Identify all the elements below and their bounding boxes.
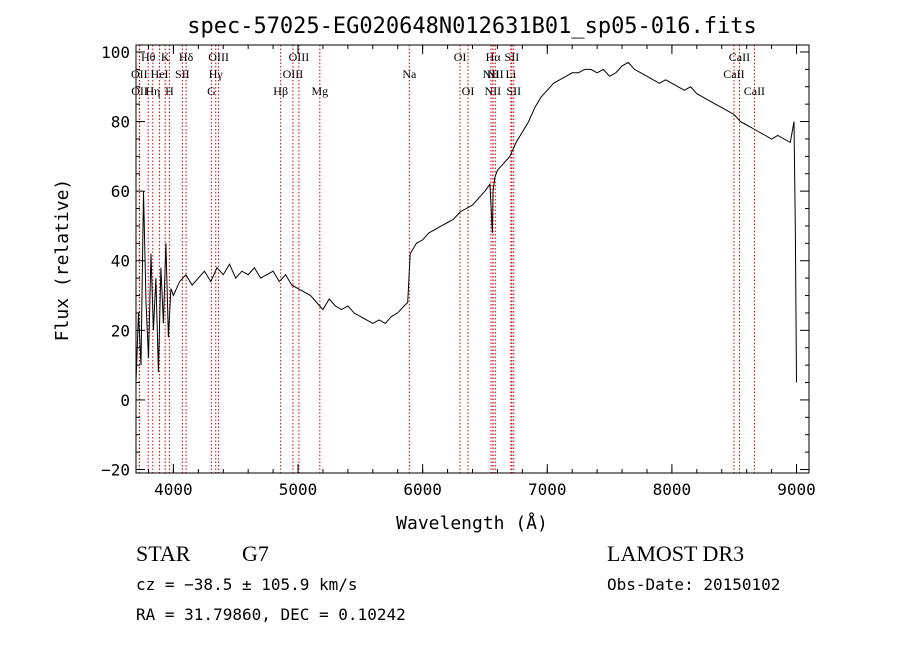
x-tick-label: 5000 (279, 480, 318, 499)
spectrum-line (135, 61, 797, 383)
spectral-line-label: Na (402, 67, 417, 81)
y-tick-label: 60 (111, 182, 130, 201)
observation-date: Obs-Date: 20150102 (607, 575, 780, 594)
y-tick-label: 20 (111, 321, 130, 340)
spectral-line-label: HeI (151, 67, 169, 81)
x-tick-label: 4000 (154, 480, 193, 499)
y-tick-label: 40 (111, 252, 130, 271)
object-subclass: G7 (242, 541, 269, 566)
spectral-line-label: OIII (289, 50, 310, 64)
x-axis: 4000 5000 6000 7000 8000 9000 (147, 45, 816, 499)
spectral-line-label: Hβ (273, 84, 288, 98)
spectral-line-label: NII (484, 84, 501, 98)
y-tick-label: −20 (101, 461, 130, 480)
y-tick-label: 0 (120, 391, 130, 410)
x-tick-label: 7000 (528, 480, 567, 499)
spectral-line-label: NII (487, 67, 504, 81)
spectral-line-label: CaII (729, 50, 750, 64)
spectral-line-label: SII (506, 84, 521, 98)
spectral-line-label: OI (462, 84, 475, 98)
spectral-line-label: CaII (744, 84, 765, 98)
spectral-line-labels: OIIOIIHθHηHeIKHSIIHδGHγOIIIHβOIIIOIIIMgN… (131, 50, 765, 98)
x-tick-label: 9000 (777, 480, 816, 499)
spectral-line-label: NII (483, 67, 500, 81)
spectral-line-label: Hη (145, 84, 160, 98)
spectral-line-label: Mg (311, 84, 328, 98)
spectral-line-label: H (165, 84, 174, 98)
spectral-line-label: G (207, 84, 216, 98)
x-axis-label: Wavelength (Å) (396, 512, 548, 534)
redshift-velocity: cz = −38.5 ± 105.9 km/s (136, 575, 358, 594)
spectral-line-label: SII (505, 50, 520, 64)
spectral-line-label: OII (131, 67, 148, 81)
plot-frame (135, 44, 810, 474)
spectral-line-markers (138, 45, 755, 473)
y-axis: −20 0 20 40 60 80 100 (101, 43, 809, 480)
survey-name: LAMOST DR3 (607, 541, 744, 566)
spectral-line-label: OII (131, 84, 148, 98)
spectral-line-label: CaII (723, 67, 744, 81)
spectral-line-label: OI (454, 50, 467, 64)
y-axis-label: Flux (relative) (52, 179, 73, 342)
spectral-line-label: Hδ (179, 50, 194, 64)
spectral-line-label: Li (506, 67, 517, 81)
x-tick-label: 6000 (403, 480, 442, 499)
spectral-line-label: Hα (486, 50, 502, 64)
coordinates: RA = 31.79860, DEC = 0.10242 (136, 605, 406, 624)
y-tick-label: 80 (111, 113, 130, 132)
spectral-line-label: Hθ (141, 50, 156, 64)
spectral-line-label: K (161, 50, 170, 64)
spectral-line-label: SII (175, 67, 190, 81)
spectral-line-label: OIII (283, 67, 304, 81)
chart-title: spec-57025-EG020648N012631B01_sp05-016.f… (187, 14, 757, 39)
y-tick-label: 100 (101, 43, 130, 62)
spectral-line-label: Hγ (209, 67, 224, 81)
object-type: STAR (136, 541, 191, 566)
x-tick-label: 8000 (653, 480, 692, 499)
spectral-line-label: OIII (208, 50, 229, 64)
